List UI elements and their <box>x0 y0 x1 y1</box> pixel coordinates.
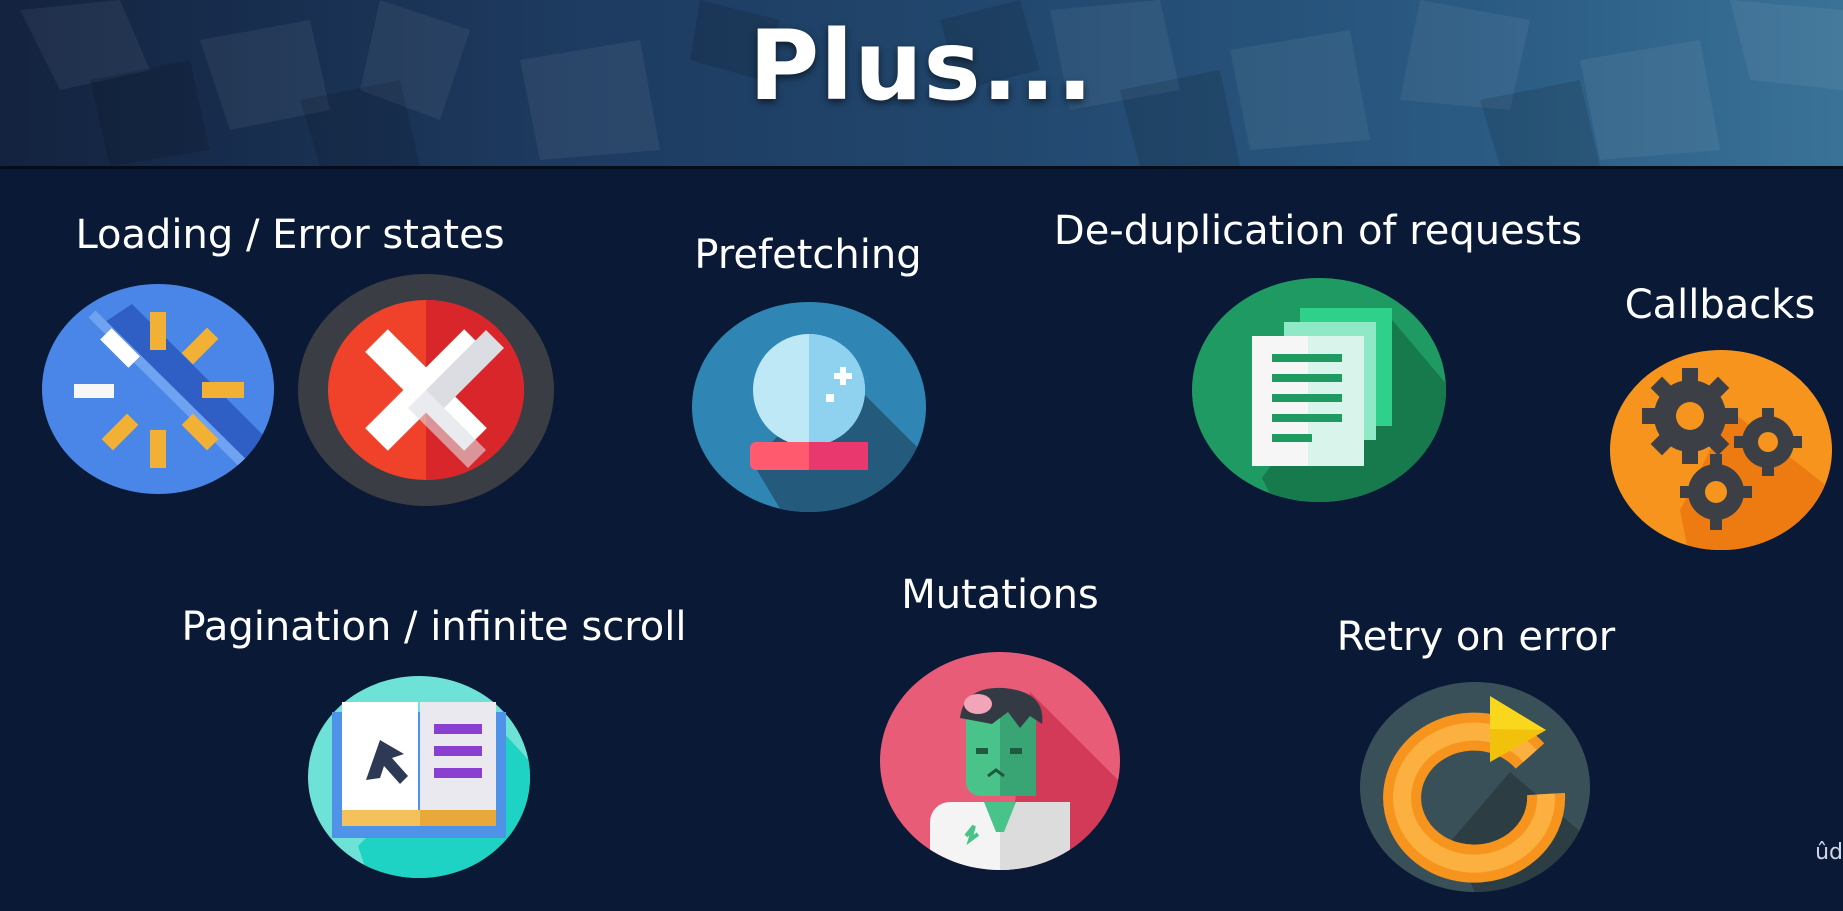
feature-label-prefetching: Prefetching <box>694 232 922 278</box>
slide-title: Plus... <box>748 10 1095 122</box>
feature-label-retry: Retry on error <box>1336 614 1616 660</box>
banner-texture <box>20 0 1843 166</box>
feature-label-mutations: Mutations <box>901 572 1099 618</box>
duplicate-documents-icon <box>1192 278 1446 502</box>
retry-arrow-icon <box>1360 682 1590 892</box>
feature-label-callbacks: Callbacks <box>1624 282 1816 328</box>
open-book-icon <box>308 676 530 878</box>
gears-icon <box>1610 350 1832 550</box>
udemy-watermark: ûd <box>1815 840 1843 865</box>
feature-label-deduplication: De-duplication of requests <box>1053 208 1583 254</box>
error-x-icon <box>298 274 554 506</box>
crystal-ball-icon <box>692 302 926 512</box>
feature-label-pagination: Pagination / infinite scroll <box>181 604 687 650</box>
feature-label-loading-error: Loading / Error states <box>75 212 505 258</box>
loading-spinner-icon <box>42 284 274 494</box>
zombie-icon <box>880 652 1120 870</box>
title-banner: Plus... <box>0 0 1843 169</box>
